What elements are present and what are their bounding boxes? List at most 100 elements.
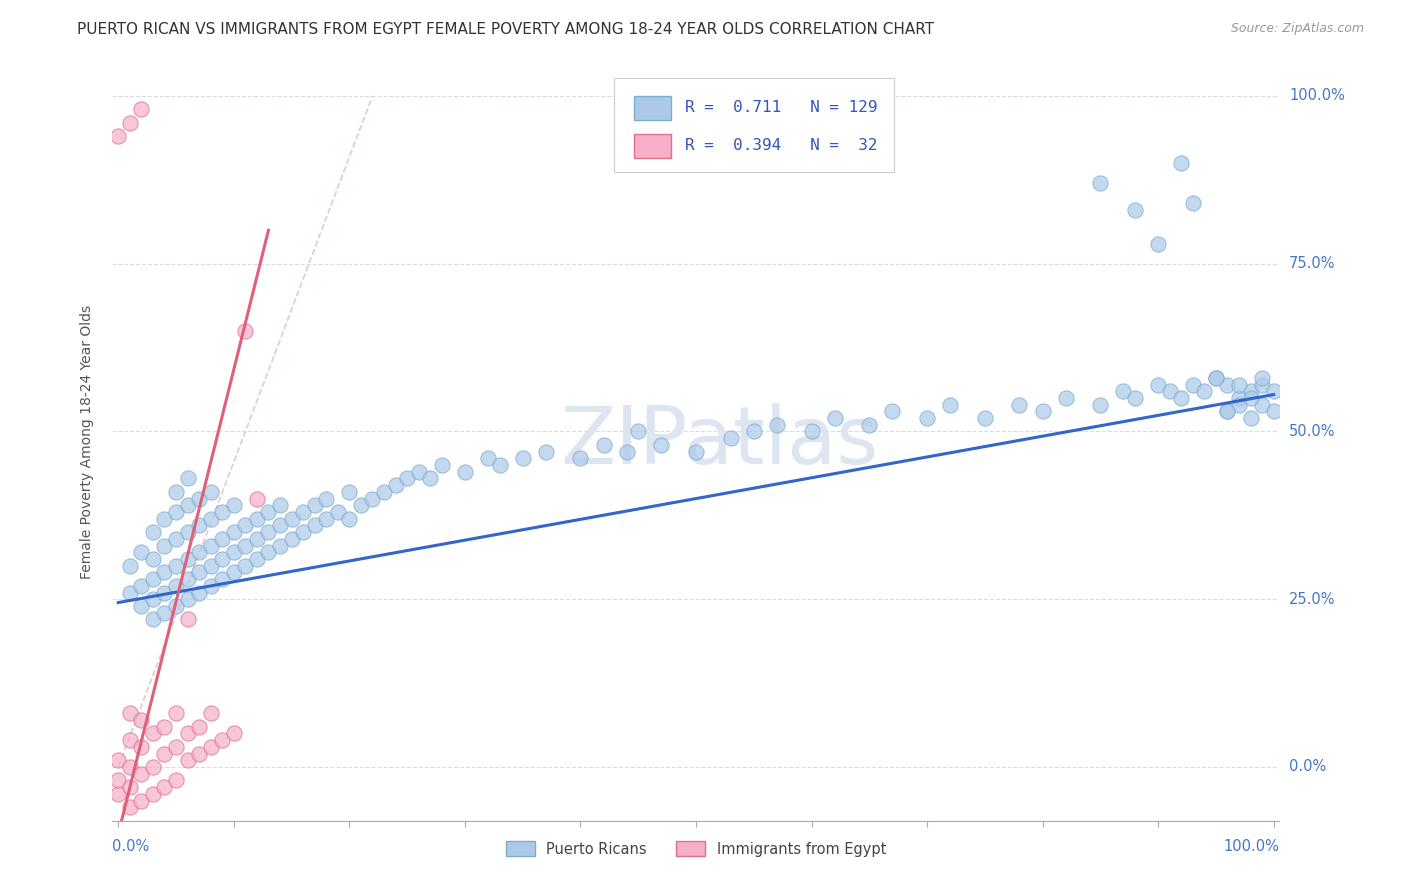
Point	[257, 505, 280, 519]
Text: 50.0%: 50.0%	[1289, 424, 1336, 439]
Point	[176, 753, 198, 767]
Point	[512, 451, 534, 466]
Point	[1181, 377, 1204, 392]
Point	[200, 539, 222, 553]
Point	[165, 484, 187, 499]
Point	[131, 793, 153, 807]
Point	[222, 545, 245, 559]
Point	[269, 498, 291, 512]
Point	[165, 579, 187, 593]
Point	[200, 558, 222, 573]
Point	[292, 525, 315, 540]
Point	[292, 505, 315, 519]
Point	[627, 425, 650, 439]
Point	[176, 572, 198, 586]
Point	[142, 552, 165, 566]
Point	[246, 512, 269, 526]
Point	[408, 465, 430, 479]
Point	[650, 438, 672, 452]
Point	[326, 505, 349, 519]
Point	[1227, 391, 1250, 405]
Point	[118, 558, 141, 573]
Point	[1008, 398, 1031, 412]
Point	[1090, 176, 1112, 190]
Point	[153, 539, 176, 553]
Point	[188, 585, 211, 599]
Point	[107, 753, 129, 767]
Point	[235, 518, 257, 533]
Point	[720, 431, 742, 445]
Point	[373, 484, 395, 499]
Point	[337, 512, 360, 526]
Point	[211, 505, 233, 519]
Point	[1239, 391, 1261, 405]
Point	[257, 525, 280, 540]
Point	[165, 558, 187, 573]
Point	[131, 545, 153, 559]
Point	[1147, 236, 1170, 251]
Point	[742, 425, 765, 439]
Point	[176, 552, 198, 566]
Point	[153, 720, 176, 734]
Text: 75.0%: 75.0%	[1289, 256, 1336, 271]
Point	[246, 532, 269, 546]
Text: 100.0%: 100.0%	[1289, 88, 1346, 103]
Point	[200, 706, 222, 721]
Point	[1054, 391, 1077, 405]
Point	[142, 787, 165, 801]
Point	[131, 713, 153, 727]
Point	[188, 720, 211, 734]
Point	[222, 525, 245, 540]
Point	[188, 491, 211, 506]
Point	[477, 451, 499, 466]
Point	[165, 706, 187, 721]
Point	[1239, 384, 1261, 399]
Point	[165, 773, 187, 788]
Y-axis label: Female Poverty Among 18-24 Year Olds: Female Poverty Among 18-24 Year Olds	[80, 304, 94, 579]
Point	[1112, 384, 1135, 399]
FancyBboxPatch shape	[634, 134, 672, 158]
Point	[1123, 391, 1146, 405]
Point	[235, 539, 257, 553]
Point	[1227, 377, 1250, 392]
Point	[142, 760, 165, 774]
Point	[315, 491, 337, 506]
FancyBboxPatch shape	[614, 78, 894, 172]
Point	[882, 404, 904, 418]
Point	[280, 512, 302, 526]
Point	[176, 525, 198, 540]
Point	[824, 411, 846, 425]
Point	[396, 471, 419, 485]
Point	[188, 545, 211, 559]
Point	[153, 585, 176, 599]
Point	[118, 760, 141, 774]
Point	[165, 505, 187, 519]
Point	[1159, 384, 1181, 399]
Point	[304, 498, 326, 512]
Point	[188, 518, 211, 533]
Point	[235, 558, 257, 573]
Point	[142, 726, 165, 740]
Point	[488, 458, 510, 472]
Point	[592, 438, 614, 452]
Point	[131, 103, 153, 117]
Point	[269, 518, 291, 533]
Point	[142, 525, 165, 540]
Point	[176, 471, 198, 485]
Text: 0.0%: 0.0%	[1289, 759, 1326, 774]
Point	[766, 417, 789, 432]
Text: R =  0.711   N = 129: R = 0.711 N = 129	[686, 101, 877, 115]
Point	[1181, 196, 1204, 211]
Point	[107, 773, 129, 788]
Point	[616, 444, 638, 458]
Point	[800, 425, 823, 439]
Text: 0.0%: 0.0%	[112, 839, 149, 855]
Point	[153, 566, 176, 580]
Point	[176, 726, 198, 740]
Point	[280, 532, 302, 546]
Text: ZIPatlas: ZIPatlas	[560, 402, 879, 481]
Point	[222, 498, 245, 512]
Text: PUERTO RICAN VS IMMIGRANTS FROM EGYPT FEMALE POVERTY AMONG 18-24 YEAR OLDS CORRE: PUERTO RICAN VS IMMIGRANTS FROM EGYPT FE…	[77, 22, 935, 37]
Point	[153, 747, 176, 761]
Point	[131, 739, 153, 754]
